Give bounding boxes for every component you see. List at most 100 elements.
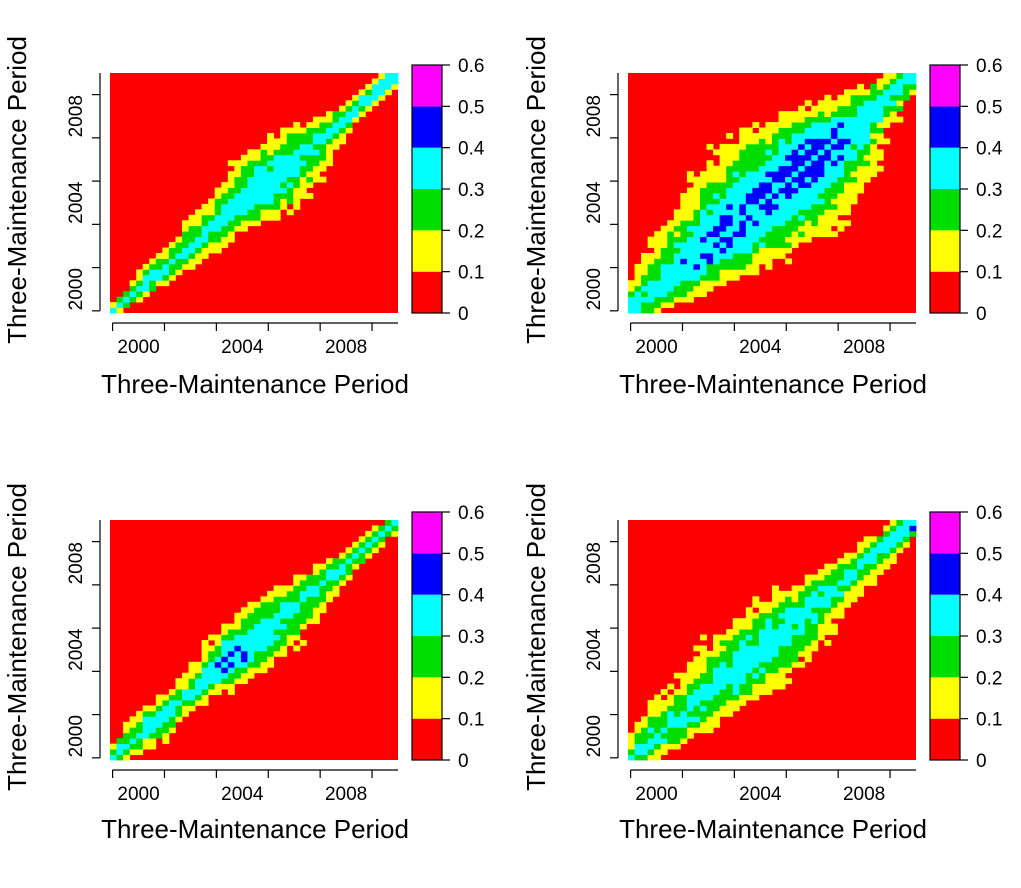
heatmap-cell	[719, 694, 727, 701]
heatmap-cell	[778, 590, 786, 597]
heatmap-cell	[667, 302, 675, 308]
colorbar-swatch	[930, 106, 960, 148]
heatmap-cell	[647, 274, 655, 281]
heatmap-cell	[817, 569, 825, 575]
colorbar-swatch	[930, 718, 960, 760]
heatmap-cell	[824, 225, 832, 232]
heatmap-cell	[299, 580, 307, 586]
heatmap-cell	[129, 721, 137, 728]
heatmap-cell	[844, 203, 851, 210]
heatmap-cell	[667, 743, 675, 750]
heatmap-cell	[267, 214, 275, 221]
heatmap-cell	[870, 127, 878, 134]
heatmap-cell	[136, 716, 144, 723]
heatmap-cell	[804, 127, 812, 134]
heatmap-cell	[155, 253, 163, 259]
heatmap-cell	[706, 683, 714, 690]
heatmap-cell	[902, 541, 910, 548]
heatmap-cell	[221, 231, 229, 238]
heatmap-cell	[732, 274, 740, 281]
heatmap-cell	[247, 203, 255, 210]
heatmap-cell	[693, 656, 701, 663]
heatmap-cell	[312, 143, 320, 150]
heatmap-cell	[837, 122, 845, 128]
heatmap-cell	[883, 83, 891, 90]
heatmap-cell	[870, 89, 878, 96]
heatmap-cell	[247, 634, 255, 641]
heatmap-cell	[326, 590, 333, 597]
heatmap-cell	[123, 721, 131, 728]
heatmap-cell	[293, 574, 301, 581]
heatmap-cell	[221, 203, 229, 210]
heatmap-cell	[739, 198, 747, 205]
heatmap-cell	[778, 214, 786, 221]
heatmap-cell	[240, 634, 248, 641]
heatmap-cell	[673, 716, 681, 723]
heatmap-cell	[844, 569, 851, 575]
heatmap-cell	[850, 182, 858, 188]
heatmap-cell	[713, 280, 721, 287]
heatmap-cell	[739, 171, 747, 178]
heatmap-cell	[240, 607, 248, 614]
heatmap-cell	[260, 165, 268, 172]
heatmap-cell	[267, 612, 275, 619]
heatmap-cell	[260, 634, 268, 641]
heatmap-cell	[726, 645, 734, 652]
heatmap-cell	[182, 220, 189, 227]
heatmap-cell	[824, 209, 832, 216]
heatmap-cell	[706, 165, 714, 172]
heatmap-cell	[326, 585, 333, 592]
heatmap-cell	[299, 601, 307, 608]
colorbar-label: 0.6	[458, 503, 484, 524]
heatmap-cell	[693, 225, 701, 232]
heatmap-cell	[680, 689, 688, 695]
heatmap-cell	[883, 89, 891, 96]
heatmap-cell	[293, 645, 301, 652]
heatmap-cell	[214, 203, 222, 210]
y-tick-label: 2004	[584, 628, 605, 671]
colorbar-swatch	[412, 271, 442, 313]
heatmap-cell	[870, 105, 878, 112]
heatmap-cell	[201, 689, 209, 695]
heatmap-cell	[857, 547, 865, 554]
heatmap-cell	[280, 165, 288, 172]
heatmap-cell	[647, 302, 655, 308]
colorbar-swatch	[930, 636, 960, 678]
heatmap-cell	[857, 138, 865, 145]
x-tick-label: 2008	[325, 337, 367, 358]
heatmap-cell	[647, 242, 655, 248]
heatmap-cell	[686, 727, 694, 734]
heatmap-cell	[706, 247, 714, 254]
heatmap-cell	[195, 220, 203, 227]
heatmap-cell	[352, 94, 360, 101]
heatmap-cell	[765, 650, 773, 657]
heatmap-cell	[876, 127, 884, 134]
heatmap-cell	[201, 650, 209, 657]
heatmap-cell	[857, 100, 865, 107]
heatmap-cell	[719, 672, 727, 679]
heatmap-cell	[870, 111, 878, 118]
heatmap-cell	[739, 667, 747, 674]
heatmap-cell	[758, 133, 766, 139]
heatmap-cell	[195, 253, 203, 259]
heatmap-cell	[824, 580, 832, 586]
heatmap-cell	[752, 689, 760, 695]
heatmap-cell	[273, 629, 281, 635]
heatmap-cell	[247, 607, 255, 614]
heatmap-cell	[798, 122, 806, 128]
heatmap-cell	[706, 263, 714, 270]
heatmap-cell	[798, 171, 806, 178]
y-tick-label: 2004	[66, 628, 87, 671]
heatmap-cell	[739, 231, 747, 238]
heatmap-cell	[299, 640, 307, 646]
heatmap-cell	[260, 209, 268, 216]
heatmap-cell	[785, 214, 793, 221]
heatmap-cell	[739, 623, 747, 630]
heatmap-cell	[863, 574, 871, 581]
heatmap-cell	[817, 111, 825, 118]
heatmap-cell	[745, 269, 753, 276]
heatmap-cell	[234, 678, 242, 685]
heatmap-cell	[240, 203, 248, 210]
heatmap-cell	[286, 187, 294, 194]
heatmap-cell	[286, 138, 294, 145]
